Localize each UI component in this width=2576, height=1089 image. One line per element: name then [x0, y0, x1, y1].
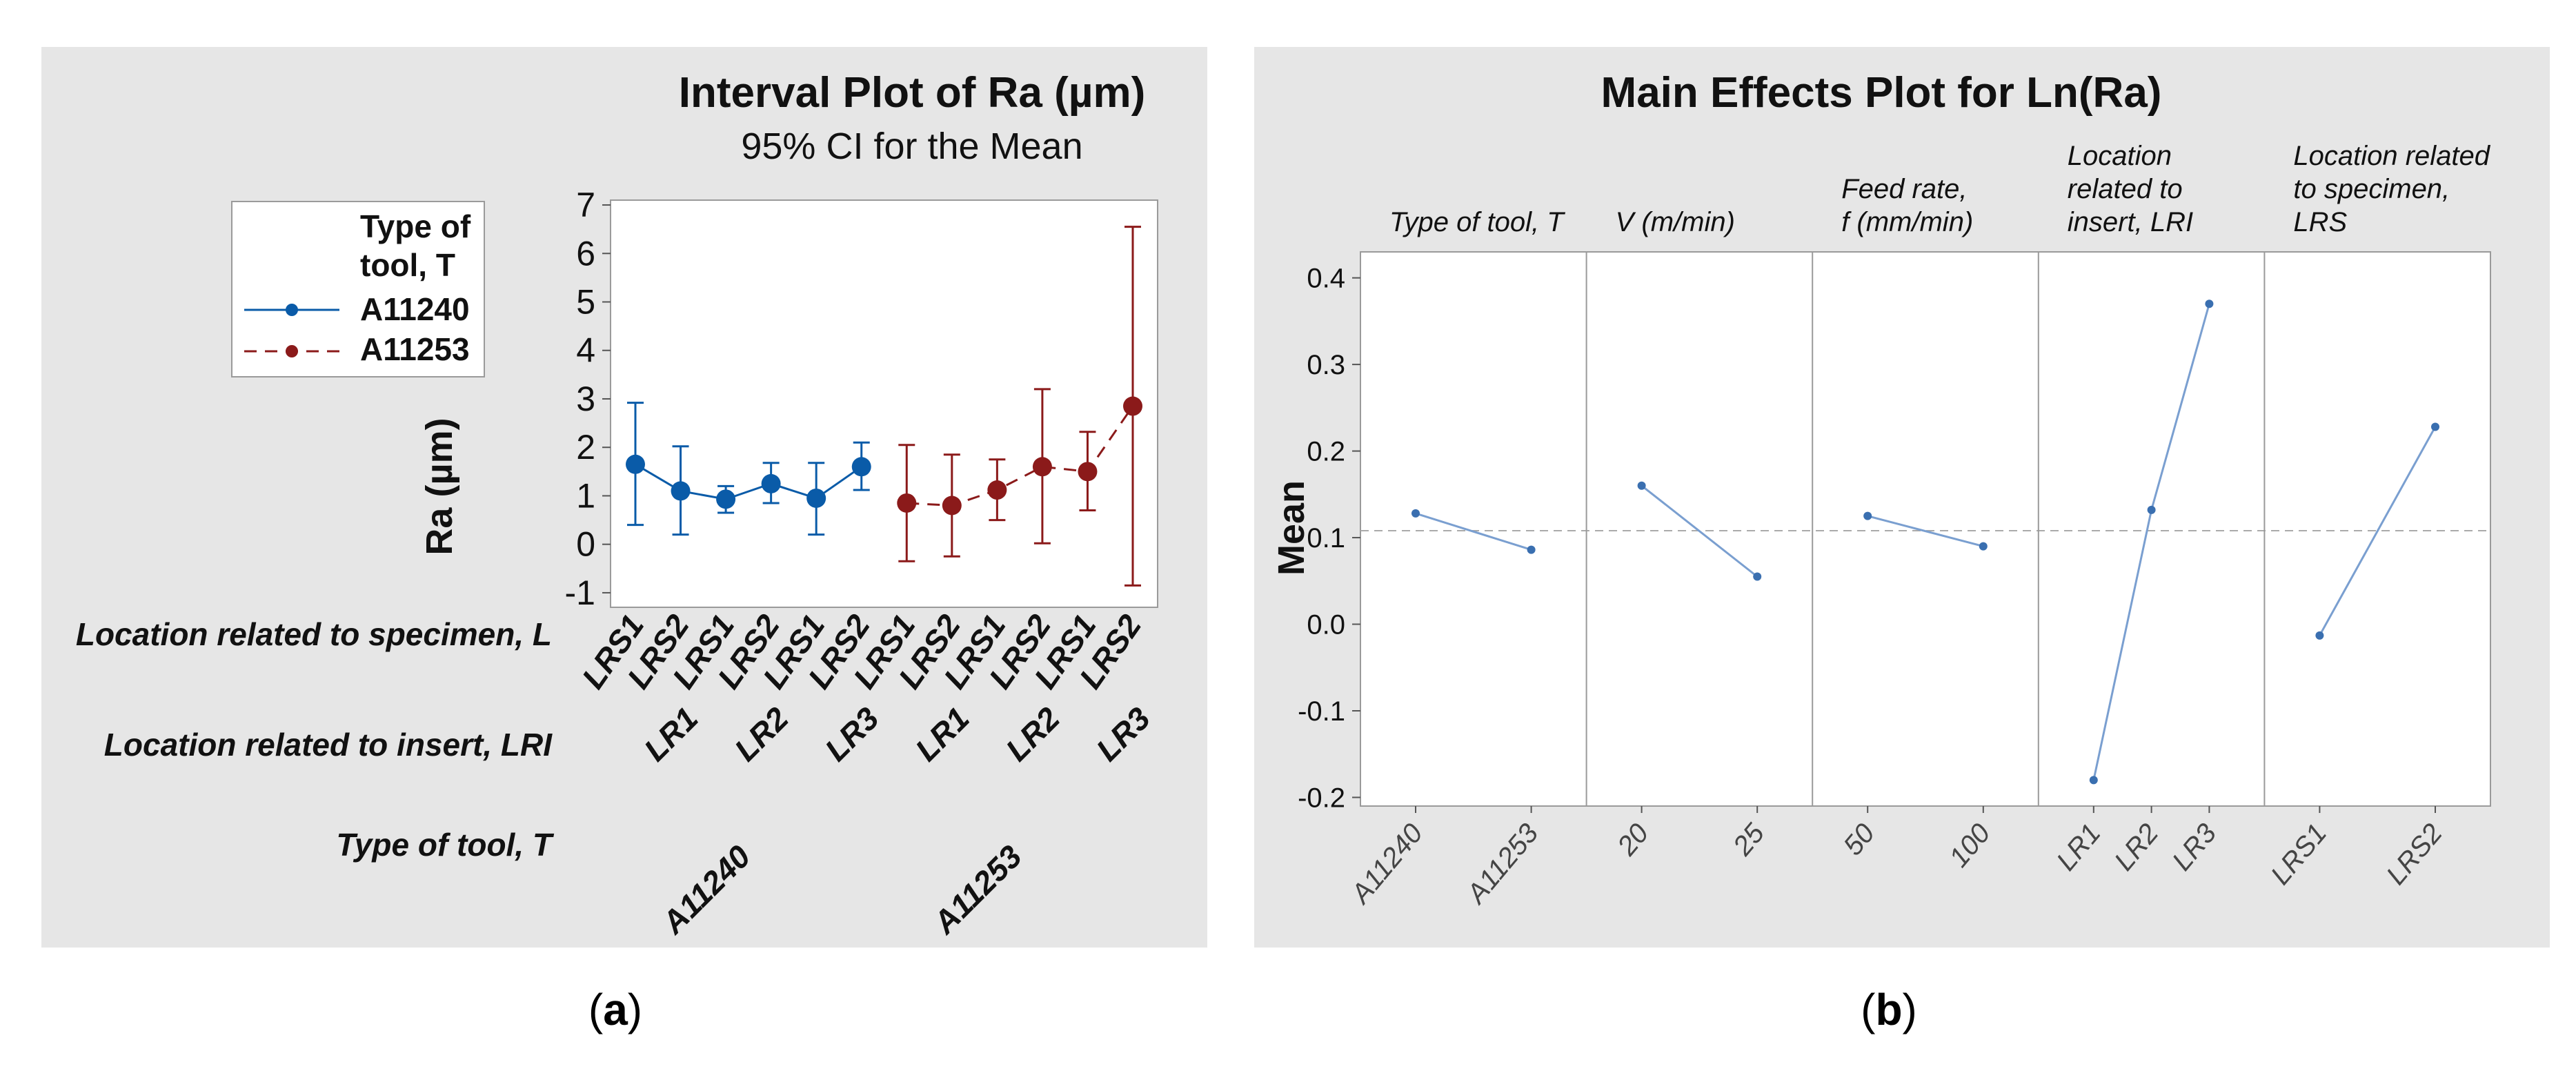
- caption-a-close: ): [628, 985, 642, 1034]
- mean-point: [851, 457, 871, 477]
- mean-point: [716, 489, 736, 509]
- legend-marker-a11240: [286, 304, 298, 316]
- caption-b: (b): [1861, 985, 1917, 1034]
- caption-a-open: (: [588, 985, 603, 1034]
- caption-b-close: ): [1903, 985, 1917, 1034]
- main-effects-y-axis: -0.2 -0.1 0.0 0.1 0.2 0.3 0.4: [1298, 264, 1360, 813]
- mean-point: [942, 496, 962, 516]
- y-tick-label: 0.3: [1307, 350, 1345, 380]
- facet-label: V (m/min): [1616, 207, 1735, 237]
- mean-point: [671, 481, 691, 501]
- interval-plot-subtitle: 95% CI for the Mean: [741, 126, 1082, 167]
- y-tick-label: 5: [576, 283, 595, 322]
- row-label-tool-type: Type of tool, T: [336, 827, 554, 863]
- y-tick-label: 4: [576, 331, 595, 370]
- facet-label: Location related: [2293, 141, 2490, 171]
- interval-plot-y-axis: -1 0 1 2 3 4 5 6 7: [565, 186, 611, 612]
- effect-point: [2431, 422, 2439, 431]
- y-tick-label: -0.1: [1298, 696, 1345, 727]
- caption-a-letter: a: [603, 985, 628, 1034]
- y-tick-label: 0.2: [1307, 437, 1345, 467]
- row-label-location-specimen: Location related to specimen, L: [76, 616, 552, 652]
- main-effects-title: Main Effects Plot for Ln(Ra): [1601, 69, 2162, 117]
- row-label-location-insert: Location related to insert, LRI: [104, 727, 553, 763]
- y-tick-label: 2: [576, 428, 595, 467]
- effect-point: [2089, 776, 2098, 785]
- effect-point: [1979, 542, 1988, 551]
- interval-plot-area: [610, 199, 1158, 608]
- facet-label: to specimen,: [2293, 174, 2450, 204]
- effect-point: [2205, 300, 2214, 308]
- y-tick-label: 6: [576, 234, 595, 273]
- legend-label-a11240: A11240: [360, 291, 470, 327]
- interval-plot-title: Interval Plot of Ra (µm): [679, 69, 1145, 117]
- mean-point: [806, 488, 826, 508]
- caption-b-open: (: [1861, 985, 1875, 1034]
- effect-line: [1641, 484, 1758, 578]
- effect-point: [1527, 545, 1536, 554]
- y-tick-label: 0.1: [1307, 523, 1345, 553]
- mean-point: [1078, 462, 1098, 482]
- mean-point: [626, 454, 645, 474]
- y-tick-label: 1: [576, 476, 595, 515]
- legend-label-a11253: A11253: [360, 331, 470, 367]
- facet-label: related to: [2068, 174, 2183, 204]
- y-tick-label: 0.4: [1307, 264, 1345, 294]
- effect-point: [1411, 509, 1420, 518]
- main-effects-plot-area: [1360, 251, 2491, 807]
- mean-point: [897, 493, 917, 513]
- main-effects-y-label: Mean: [1271, 480, 1312, 576]
- y-tick-label: -1: [565, 573, 595, 612]
- y-tick-label: 3: [576, 380, 595, 418]
- effect-point: [1637, 481, 1646, 490]
- y-tick-label: 7: [576, 186, 595, 224]
- effect-point: [1863, 511, 1872, 520]
- effect-line: [2319, 426, 2437, 636]
- interval-plot-panel: Interval Plot of Ra (µm) 95% CI for the …: [41, 47, 1207, 948]
- facet-label: Feed rate,: [1841, 174, 1967, 204]
- mean-point: [987, 480, 1007, 500]
- facet-label: Type of tool, T: [1389, 207, 1565, 237]
- y-tick-label: 0.0: [1307, 610, 1345, 640]
- legend-title-line-2: tool, T: [360, 247, 455, 283]
- interval-plot-legend: Type of tool, T A11240 A11253: [231, 201, 485, 377]
- mean-point: [1032, 457, 1052, 477]
- facet-label: f (mm/min): [1841, 207, 1973, 237]
- facet-label: Location: [2068, 141, 2172, 171]
- effect-line: [1867, 515, 1984, 548]
- legend-title-line-1: Type of: [360, 208, 471, 244]
- effect-line: [1415, 512, 1532, 551]
- main-effects-panel: Main Effects Plot for Ln(Ra) -0.2 -0.1 0.0…: [1254, 47, 2550, 948]
- interval-plot-marks: [626, 226, 1142, 587]
- interval-plot-y-label: Ra (µm): [419, 418, 460, 555]
- legend-marker-a11253: [286, 345, 298, 357]
- effect-point: [2147, 505, 2156, 514]
- legend-box: [231, 201, 485, 377]
- effect-point: [1753, 572, 1762, 581]
- effect-point: [2315, 631, 2324, 640]
- caption-a: (a): [588, 985, 642, 1034]
- facet-label: LRS: [2293, 207, 2347, 237]
- caption-b-letter: b: [1875, 985, 1902, 1034]
- mean-point: [1123, 396, 1142, 416]
- y-tick-label: 0: [576, 525, 595, 564]
- facet-label: insert, LRI: [2068, 207, 2193, 237]
- y-tick-label: -0.2: [1298, 783, 1345, 813]
- mean-point: [761, 473, 781, 493]
